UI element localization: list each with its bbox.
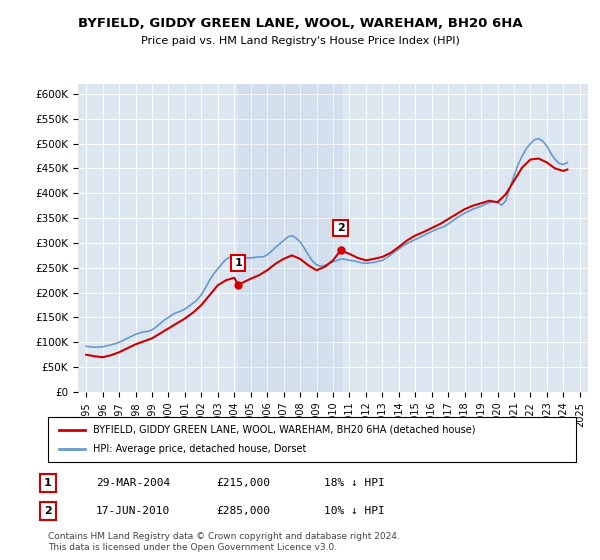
Text: £285,000: £285,000 [216,506,270,516]
Text: Contains HM Land Registry data © Crown copyright and database right 2024.
This d: Contains HM Land Registry data © Crown c… [48,533,400,552]
Text: 1: 1 [235,258,242,268]
Text: 10% ↓ HPI: 10% ↓ HPI [324,506,385,516]
Text: £215,000: £215,000 [216,478,270,488]
Text: 2: 2 [337,223,344,233]
Text: Price paid vs. HM Land Registry's House Price Index (HPI): Price paid vs. HM Land Registry's House … [140,36,460,46]
Text: 17-JUN-2010: 17-JUN-2010 [96,506,170,516]
Text: BYFIELD, GIDDY GREEN LANE, WOOL, WAREHAM, BH20 6HA: BYFIELD, GIDDY GREEN LANE, WOOL, WAREHAM… [77,17,523,30]
Text: 1: 1 [44,478,52,488]
Text: BYFIELD, GIDDY GREEN LANE, WOOL, WAREHAM, BH20 6HA (detached house): BYFIELD, GIDDY GREEN LANE, WOOL, WAREHAM… [93,424,475,435]
Text: HPI: Average price, detached house, Dorset: HPI: Average price, detached house, Dors… [93,445,306,455]
Text: 18% ↓ HPI: 18% ↓ HPI [324,478,385,488]
Text: 2: 2 [44,506,52,516]
Text: 29-MAR-2004: 29-MAR-2004 [96,478,170,488]
Bar [238,84,341,392]
